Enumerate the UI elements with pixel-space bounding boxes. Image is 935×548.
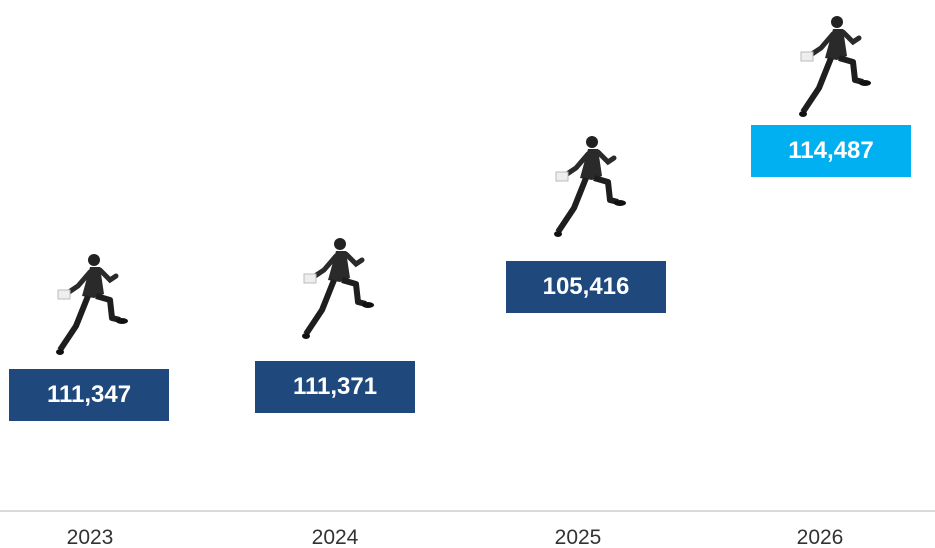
runner-figure xyxy=(793,12,873,122)
value-box: 114,487 xyxy=(751,125,911,177)
value-box: 111,371 xyxy=(255,361,415,413)
year-label: 2024 xyxy=(311,526,359,548)
year-label: 2023 xyxy=(66,526,114,548)
runner-figure xyxy=(296,234,376,344)
runner-figure xyxy=(50,250,130,360)
year-label: 2025 xyxy=(554,526,602,548)
value-box: 111,347 xyxy=(9,369,169,421)
runner-figure xyxy=(548,132,628,242)
baseline xyxy=(0,510,935,512)
value-box: 105,416 xyxy=(506,261,666,313)
year-label: 2026 xyxy=(796,526,844,548)
